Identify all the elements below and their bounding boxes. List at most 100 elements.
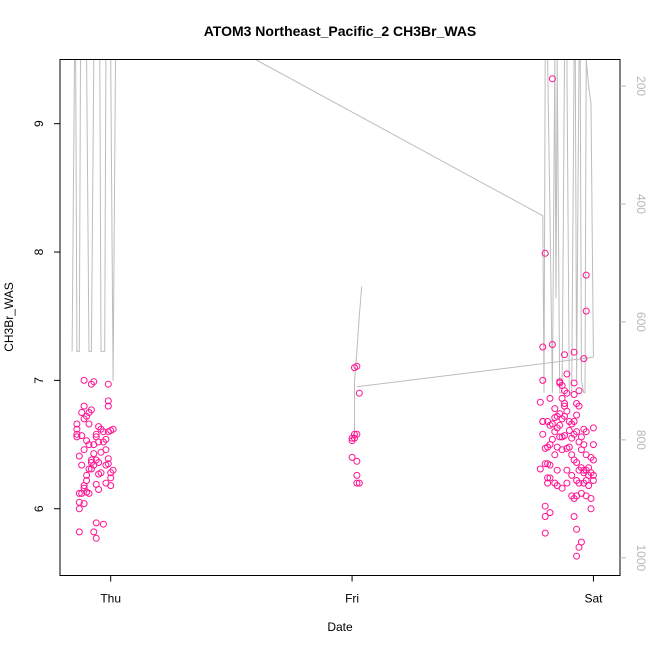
- data-point: [353, 479, 361, 487]
- data-point: [563, 466, 571, 474]
- data-point: [548, 75, 556, 83]
- y-axis-label: CH3Br_WAS: [2, 282, 16, 352]
- data-point: [80, 446, 88, 454]
- data-point: [102, 446, 110, 454]
- x-tick-label: Thu: [100, 592, 121, 606]
- data-point: [563, 389, 571, 397]
- data-point: [563, 479, 571, 487]
- x-tick-label: Fri: [345, 592, 359, 606]
- data-point: [570, 513, 578, 520]
- data-point: [546, 474, 554, 482]
- y-axis: 6 7 8 9: [32, 120, 60, 512]
- data-point: [99, 428, 107, 436]
- data-point: [570, 418, 578, 425]
- data-point: [85, 420, 93, 428]
- data-point: [561, 400, 568, 407]
- data-point: [582, 428, 590, 436]
- data-point: [353, 471, 361, 479]
- data-point: [353, 430, 361, 438]
- data-point: [75, 489, 83, 497]
- data-point: [92, 534, 100, 542]
- data-point: [92, 519, 100, 527]
- data-point: [573, 459, 581, 466]
- y2-axis: 200 400 600 800 1000: [620, 76, 648, 571]
- data-point: [353, 457, 361, 465]
- data-point: [573, 428, 581, 436]
- data-point: [570, 391, 578, 398]
- data-point: [551, 405, 559, 413]
- data-point: [541, 460, 549, 468]
- data-point: [553, 466, 561, 474]
- data-point: [348, 453, 356, 461]
- plot-frame: [59, 59, 621, 576]
- data-point: [78, 409, 86, 416]
- data-point: [90, 528, 98, 536]
- data-point: [97, 469, 105, 477]
- data-point: [541, 513, 549, 520]
- data-point: [73, 430, 81, 438]
- data-point: [109, 425, 117, 433]
- data-point: [563, 407, 571, 415]
- data-point: [544, 474, 552, 482]
- data-point: [104, 455, 112, 463]
- data-point: [104, 402, 112, 410]
- data-point: [85, 465, 93, 473]
- data-point: [589, 477, 597, 484]
- data-point: [104, 460, 112, 468]
- data-point: [556, 421, 564, 429]
- data-point: [575, 479, 583, 487]
- altitude-profile-line: [71, 59, 594, 394]
- data-point: [104, 397, 112, 405]
- data-point: [92, 430, 100, 438]
- data-point: [577, 538, 585, 546]
- data-point: [75, 528, 83, 536]
- data-point: [589, 456, 597, 464]
- y2-tick-label: 400: [634, 194, 648, 214]
- data-point: [85, 489, 93, 497]
- data-point: [536, 465, 544, 473]
- x-axis-label: Date: [327, 620, 353, 634]
- data-point: [80, 376, 88, 384]
- data-point: [558, 446, 566, 454]
- data-point: [585, 482, 593, 490]
- data-point: [587, 505, 595, 513]
- data-point: [83, 471, 91, 479]
- altitude-profile-line-fri: [354, 286, 363, 440]
- data-point: [577, 433, 585, 441]
- altitude-profile-connector: [356, 356, 594, 388]
- y2-tick-label: 1000: [634, 544, 648, 571]
- x-axis: Thu Fri Sat: [100, 575, 603, 606]
- data-point: [95, 438, 103, 446]
- data-point: [548, 341, 556, 348]
- data-point: [75, 452, 83, 460]
- data-point: [558, 484, 566, 492]
- data-point: [580, 355, 588, 363]
- data-point: [355, 389, 363, 397]
- data-point: [589, 471, 597, 479]
- data-point: [541, 249, 549, 257]
- data-point: [102, 435, 110, 443]
- data-point: [551, 451, 559, 459]
- data-point: [75, 505, 83, 513]
- y2-tick-label: 200: [634, 76, 648, 96]
- data-point: [85, 441, 93, 449]
- data-point: [78, 461, 86, 469]
- data-point: [561, 432, 568, 440]
- data-point: [353, 362, 361, 370]
- data-point: [587, 495, 595, 502]
- data-point: [573, 525, 581, 533]
- data-point: [80, 500, 88, 508]
- data-point: [548, 435, 556, 443]
- data-point: [80, 402, 88, 410]
- data-point: [546, 394, 554, 402]
- data-point: [351, 430, 358, 438]
- data-point: [575, 402, 583, 410]
- data-point: [95, 486, 103, 493]
- data-point: [539, 376, 547, 384]
- data-point: [541, 529, 549, 537]
- data-point: [551, 428, 559, 436]
- data-point: [556, 433, 564, 441]
- data-point: [580, 441, 588, 449]
- data-point: [90, 450, 98, 458]
- data-point: [568, 471, 576, 479]
